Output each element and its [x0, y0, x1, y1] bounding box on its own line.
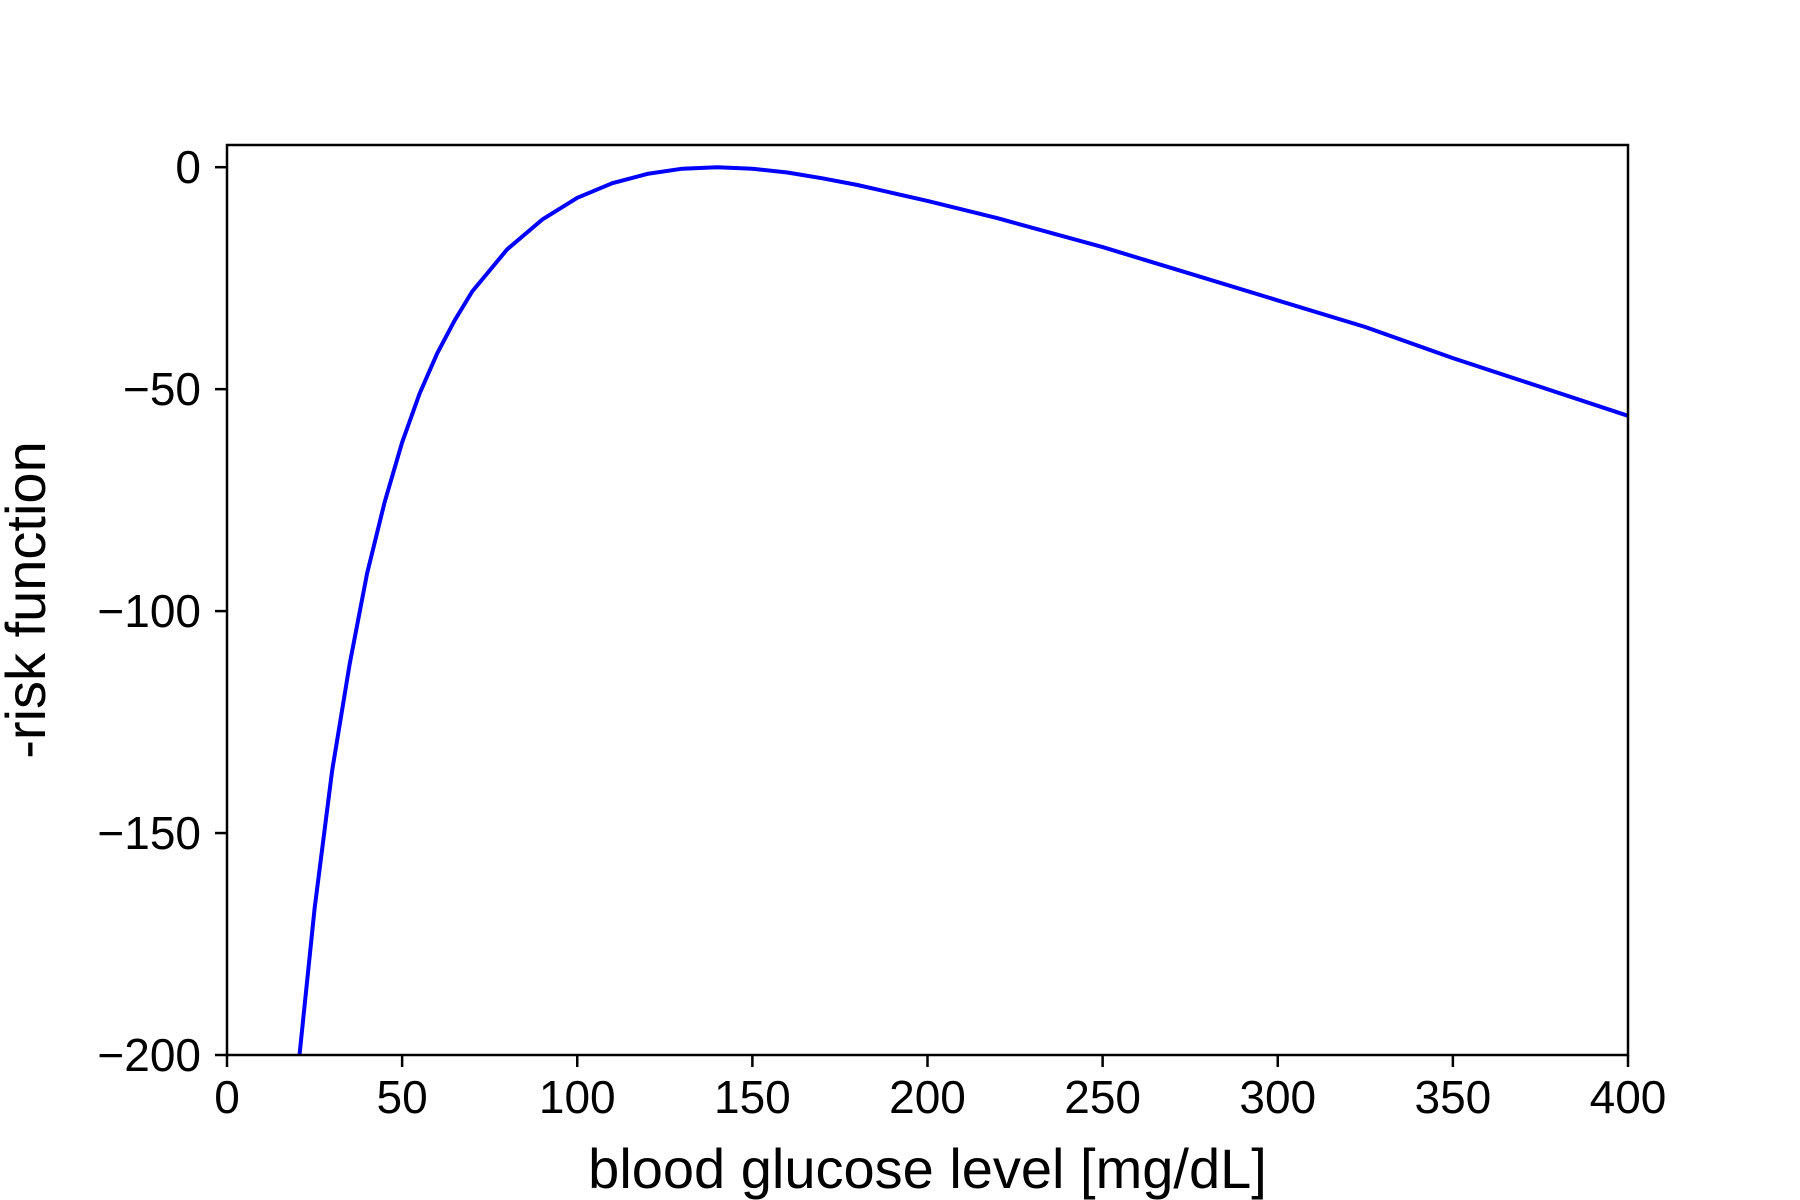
- y-tick-label: −50: [123, 363, 201, 415]
- y-tick-label: −100: [97, 585, 201, 637]
- y-tick-label: 0: [175, 141, 201, 193]
- plot-area: [225, 143, 1630, 1057]
- risk-function-line: [297, 165, 1629, 1056]
- x-axis-label: blood glucose level [mg/dL]: [588, 1137, 1267, 1200]
- x-tick-label: 0: [214, 1071, 240, 1123]
- x-tick-label: 400: [1590, 1071, 1667, 1123]
- plot-frame: [225, 143, 1630, 1057]
- x-tick-label: 50: [377, 1071, 428, 1123]
- x-tick-label: 150: [714, 1071, 791, 1123]
- y-tick-label: −150: [97, 807, 201, 859]
- x-tick-label: 250: [1064, 1071, 1141, 1123]
- y-tick-label: −200: [97, 1029, 201, 1081]
- y-axis-ticks: 0 −50 −100 −150 −200: [97, 141, 227, 1081]
- y-axis-label: -risk function: [0, 441, 57, 758]
- x-tick-label: 200: [889, 1071, 966, 1123]
- x-tick-label: 300: [1239, 1071, 1316, 1123]
- x-tick-label: 100: [539, 1071, 616, 1123]
- x-axis-ticks: 0 50 100 150 200 250 300 350 400: [214, 1055, 1666, 1123]
- x-tick-label: 350: [1415, 1071, 1492, 1123]
